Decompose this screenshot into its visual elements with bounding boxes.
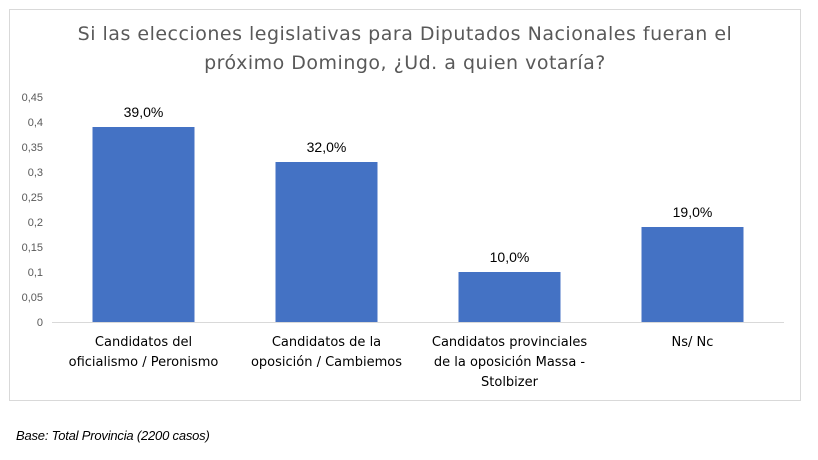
x-category-label-line: Candidatos de la (272, 335, 381, 350)
x-category-label-line: Candidatos provinciales (432, 335, 587, 350)
bar (92, 127, 195, 322)
y-tick-label: 0,1 (28, 267, 43, 279)
y-tick-label: 0,15 (22, 242, 43, 254)
y-tick-label: 0,3 (28, 167, 43, 179)
bar (641, 227, 744, 322)
x-category-label: Candidatos del oficialismo / Peronismo (69, 335, 219, 370)
x-category-label-line: oposición / Cambiemos (251, 355, 402, 370)
bar (275, 162, 378, 322)
y-tick-label: 0 (37, 317, 43, 329)
data-label: 10,0% (490, 249, 530, 265)
x-category-label: Candidatos de la oposición / Cambiemos (251, 335, 402, 370)
data-label: 19,0% (673, 204, 713, 220)
chart-title: Si las elecciones legislativas para Dipu… (9, 20, 801, 78)
y-tick-label: 0,45 (22, 92, 43, 104)
data-label: 32,0% (307, 139, 347, 155)
x-category-label-line: Ns/ Nc (672, 335, 714, 350)
footnote: Base: Total Provincia (2200 casos) (16, 428, 210, 443)
x-category-label-line: oficialismo / Peronismo (69, 355, 219, 370)
x-category-label: Candidatos provinciales de la oposición M… (432, 335, 587, 390)
bar (458, 272, 561, 322)
x-category-label: Ns/ Nc (672, 335, 714, 350)
chart-title-line-2: próximo Domingo, ¿Ud. a quien votaría? (204, 52, 606, 74)
x-category-label-line: Candidatos del (95, 335, 192, 350)
y-tick-label: 0,4 (28, 117, 43, 129)
chart-title-line-1: Si las elecciones legislativas para Dipu… (77, 23, 733, 45)
y-tick-label: 0,25 (22, 192, 43, 204)
data-label: 39,0% (124, 104, 164, 120)
y-tick-label: 0,05 (22, 292, 43, 304)
x-category-label-line: Stolbizer (481, 375, 539, 390)
y-tick-label: 0,2 (28, 217, 43, 229)
y-tick-label: 0,35 (22, 142, 43, 154)
x-category-label-line: de la oposición Massa - (434, 355, 586, 370)
